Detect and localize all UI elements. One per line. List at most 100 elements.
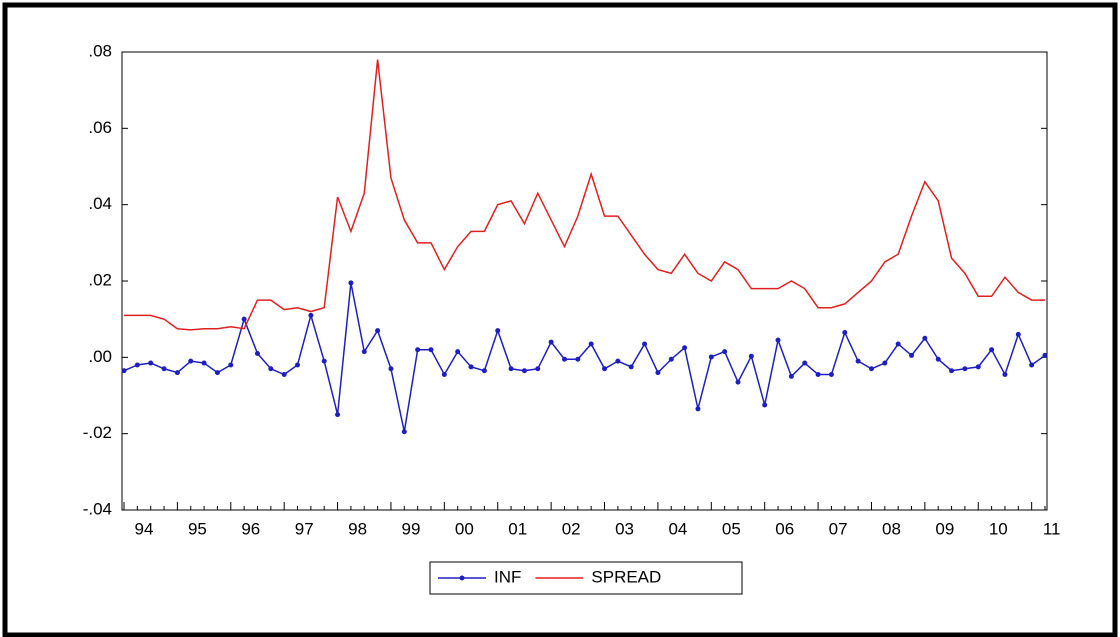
x-tick-label: 10 — [989, 519, 1008, 538]
data-point — [441, 372, 447, 378]
x-tick-label: 11 — [1043, 519, 1061, 538]
data-point — [455, 349, 461, 355]
data-point — [148, 360, 154, 366]
data-point — [949, 368, 955, 374]
y-tick-label: .08 — [88, 41, 112, 60]
data-point — [909, 352, 915, 358]
data-point — [695, 406, 701, 412]
data-point — [1015, 331, 1021, 337]
data-point — [428, 347, 434, 353]
data-point — [975, 364, 981, 370]
data-point — [214, 370, 220, 376]
data-point — [1042, 352, 1048, 358]
legend-marker — [459, 575, 465, 581]
data-point — [748, 353, 754, 359]
series-line — [123, 282, 1046, 432]
data-point — [375, 328, 381, 334]
x-tick-label: 06 — [775, 519, 794, 538]
data-point — [682, 345, 688, 351]
data-point — [788, 373, 794, 379]
data-point — [868, 366, 874, 372]
data-point — [495, 328, 501, 334]
data-point — [989, 347, 995, 353]
data-point — [602, 366, 608, 372]
y-tick-label: -.02 — [83, 423, 112, 442]
data-point — [735, 379, 741, 385]
data-point — [388, 366, 394, 372]
data-point — [802, 360, 808, 366]
data-point — [1029, 362, 1035, 368]
data-point — [922, 335, 928, 341]
y-tick-label: .06 — [88, 118, 112, 137]
data-point — [815, 372, 821, 378]
x-tick-label: 07 — [829, 519, 848, 538]
data-point — [241, 316, 247, 322]
data-point — [201, 360, 207, 366]
x-tick-label: 08 — [882, 519, 901, 538]
data-point — [561, 356, 567, 362]
x-tick-label: 04 — [668, 519, 687, 538]
y-tick-label: -.04 — [83, 499, 112, 518]
data-point — [321, 358, 327, 364]
x-tick-label: 97 — [295, 519, 314, 538]
data-point — [174, 370, 180, 376]
data-point — [348, 280, 354, 286]
data-point — [521, 368, 527, 374]
y-tick-label: .04 — [88, 194, 112, 213]
data-point — [548, 339, 554, 345]
data-point — [121, 368, 127, 374]
data-point — [401, 429, 407, 435]
data-point — [855, 358, 861, 364]
data-point — [708, 354, 714, 360]
data-point — [628, 364, 634, 370]
data-point — [481, 368, 487, 374]
y-tick-label: .00 — [88, 347, 112, 366]
data-point — [268, 366, 274, 372]
x-tick-label: 99 — [402, 519, 421, 538]
x-tick-label: 03 — [615, 519, 634, 538]
x-tick-label: 09 — [935, 519, 954, 538]
data-point — [882, 360, 888, 366]
data-point — [588, 341, 594, 347]
data-point — [828, 372, 834, 378]
data-point — [508, 366, 514, 372]
data-point — [254, 351, 260, 357]
data-point — [415, 347, 421, 353]
x-tick-label: 96 — [241, 519, 260, 538]
data-point — [775, 337, 781, 343]
x-tick-label: 01 — [508, 519, 527, 538]
legend-label: INF — [494, 567, 521, 586]
data-point — [468, 364, 474, 370]
x-tick-label: 94 — [135, 519, 154, 538]
data-point — [535, 366, 541, 372]
data-point — [668, 356, 674, 362]
x-tick-label: 05 — [722, 519, 741, 538]
data-point — [281, 372, 287, 378]
x-tick-label: 02 — [562, 519, 581, 538]
data-point — [575, 356, 581, 362]
data-point — [655, 370, 661, 376]
data-point — [962, 366, 968, 372]
data-point — [188, 358, 194, 364]
data-point — [335, 412, 341, 418]
legend-label: SPREAD — [591, 567, 661, 586]
data-point — [308, 312, 314, 318]
data-point — [361, 349, 367, 355]
data-point — [895, 341, 901, 347]
data-point — [295, 362, 301, 368]
x-tick-label: 00 — [455, 519, 474, 538]
data-point — [935, 356, 941, 362]
data-point — [762, 402, 768, 408]
data-point — [1002, 372, 1008, 378]
data-point — [722, 349, 728, 355]
x-tick-label: 95 — [188, 519, 207, 538]
series-line — [124, 59, 1045, 331]
data-point — [161, 366, 167, 372]
data-point — [228, 362, 234, 368]
data-point — [642, 341, 648, 347]
data-point — [615, 358, 621, 364]
y-tick-label: .02 — [88, 270, 112, 289]
data-point — [842, 330, 848, 336]
